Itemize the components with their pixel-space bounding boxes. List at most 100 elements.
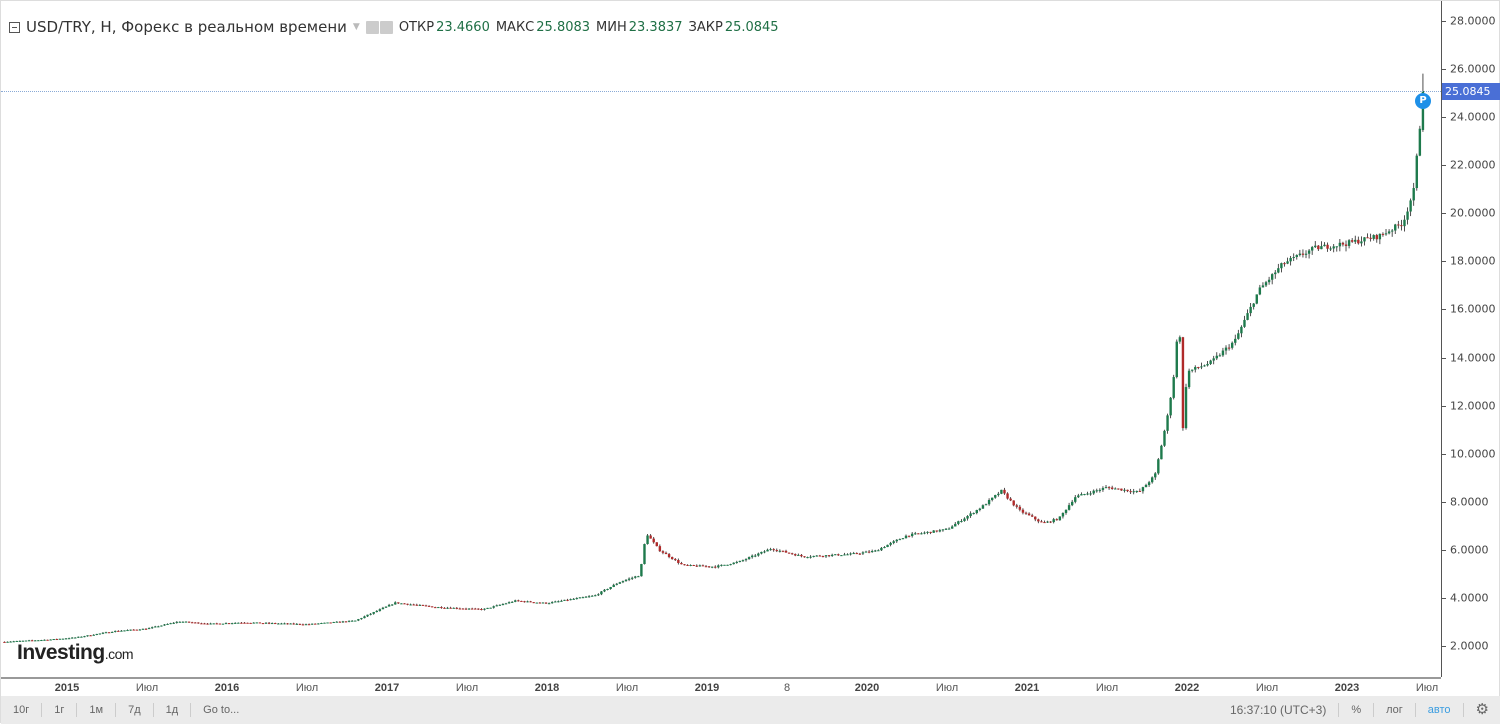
candle-body [566,599,569,601]
plot-area[interactable] [1,1,1441,677]
candle-body [1163,430,1166,446]
candle-body [74,637,77,639]
price-marker[interactable]: P [1415,93,1431,109]
candle-body [809,556,812,558]
candle-body [1178,337,1182,342]
range-1m-button[interactable]: 1м [77,703,117,717]
candle-body [274,623,277,625]
settings-gear-icon[interactable]: ⚙ [1462,702,1500,717]
x-tick-label: 2022 [1174,682,1200,694]
candle-body [209,623,212,625]
candle-body [40,640,43,642]
candle-body [1169,397,1172,416]
candle-body [304,624,308,626]
candle-body [1021,509,1025,513]
candle-body [634,576,637,578]
y-tick [1442,165,1446,167]
candle-body [1110,487,1114,489]
candle-body [1384,233,1388,235]
candle-body [363,616,366,619]
candle-body [738,560,742,562]
candle-body [154,626,157,628]
candle-body [1052,519,1055,523]
candle-body [1049,521,1052,523]
candle-body [1252,303,1255,307]
candle-body [803,556,806,558]
candle-body [403,603,406,605]
gear-icon[interactable] [379,20,393,34]
log-toggle[interactable]: лог [1373,703,1415,717]
chart-legend: USD/TRY, H, Форекс в реальном времени ▼ … [9,18,779,36]
candle-body [680,562,683,565]
candle-body [46,639,49,641]
candle-body [1126,489,1129,492]
range-1y-button[interactable]: 1г [42,703,78,717]
candle-body [707,566,711,568]
candle-body [621,581,625,583]
candle-body [1046,521,1049,523]
collapse-icon[interactable] [9,21,20,33]
percent-toggle[interactable]: % [1338,703,1373,717]
candle-body [827,555,831,557]
y-tick-label: 22.0000 [1450,158,1496,172]
candle-body [190,622,194,624]
candle-body [1200,366,1203,368]
symbol-title[interactable]: USD/TRY, H, Форекс в реальном времени [26,18,347,36]
candle-body [815,555,818,557]
candle-body [1092,490,1095,494]
range-1d-button[interactable]: 1д [154,703,192,717]
candle-body [101,632,105,634]
chevron-down-icon[interactable]: ▼ [352,22,360,32]
candle-body [1298,253,1302,256]
candle-body [698,565,702,567]
candle-body [910,533,914,537]
candle-body [261,623,265,625]
candle-body [1264,282,1268,286]
price-axis[interactable]: 2.0000 4.0000 6.0000 8.0000 10.0000 12.0000 14… [1441,1,1500,677]
candle-body [624,579,628,582]
candle-body [1301,253,1305,255]
candle-body [440,607,443,609]
y-tick-label: 2.0000 [1450,639,1489,653]
candle-body [938,530,942,532]
candle-body [572,598,575,600]
x-tick-label: Июл [1255,682,1279,694]
candle-body [575,598,578,600]
candle-body [1354,239,1357,242]
candle-body [80,636,83,638]
x-tick-label: 2018 [534,682,560,694]
candle-body [169,623,172,625]
candle-body [898,539,902,541]
range-7d-button[interactable]: 7д [116,703,154,717]
candle-body [37,640,40,642]
candle-body [175,621,178,623]
eye-icon[interactable] [365,20,379,34]
candle-body [326,622,329,624]
candle-body [554,601,557,603]
candle-body [160,625,163,627]
time-axis[interactable]: 2015 Июл 2016 Июл 2017 Июл 2018 Июл 2019 8 2020 Июл… [1,677,1441,695]
candle-body [1058,516,1062,521]
candle-body [12,641,15,643]
candle-body [1394,224,1397,231]
y-tick-label: 8.0000 [1450,495,1489,509]
candle-body [772,549,775,551]
high-value: 25.8083 [536,19,591,35]
candle-body [443,607,446,609]
candle-body [674,559,677,561]
goto-button[interactable]: Go to... [203,704,240,716]
candle-body [932,530,935,533]
candle-body [1203,365,1206,367]
candle-body [354,620,357,622]
candle-body [950,526,954,529]
auto-toggle[interactable]: авто [1414,703,1463,717]
y-tick-label: 12.0000 [1450,399,1496,413]
low-value: 23.3837 [628,19,683,35]
candle-body [1160,445,1163,460]
candle-body [292,623,295,625]
candle-body [135,629,138,631]
candle-body [246,622,249,624]
candle-body [1292,257,1295,259]
y-tick [1442,646,1446,647]
range-10y-button[interactable]: 10г [1,703,43,717]
